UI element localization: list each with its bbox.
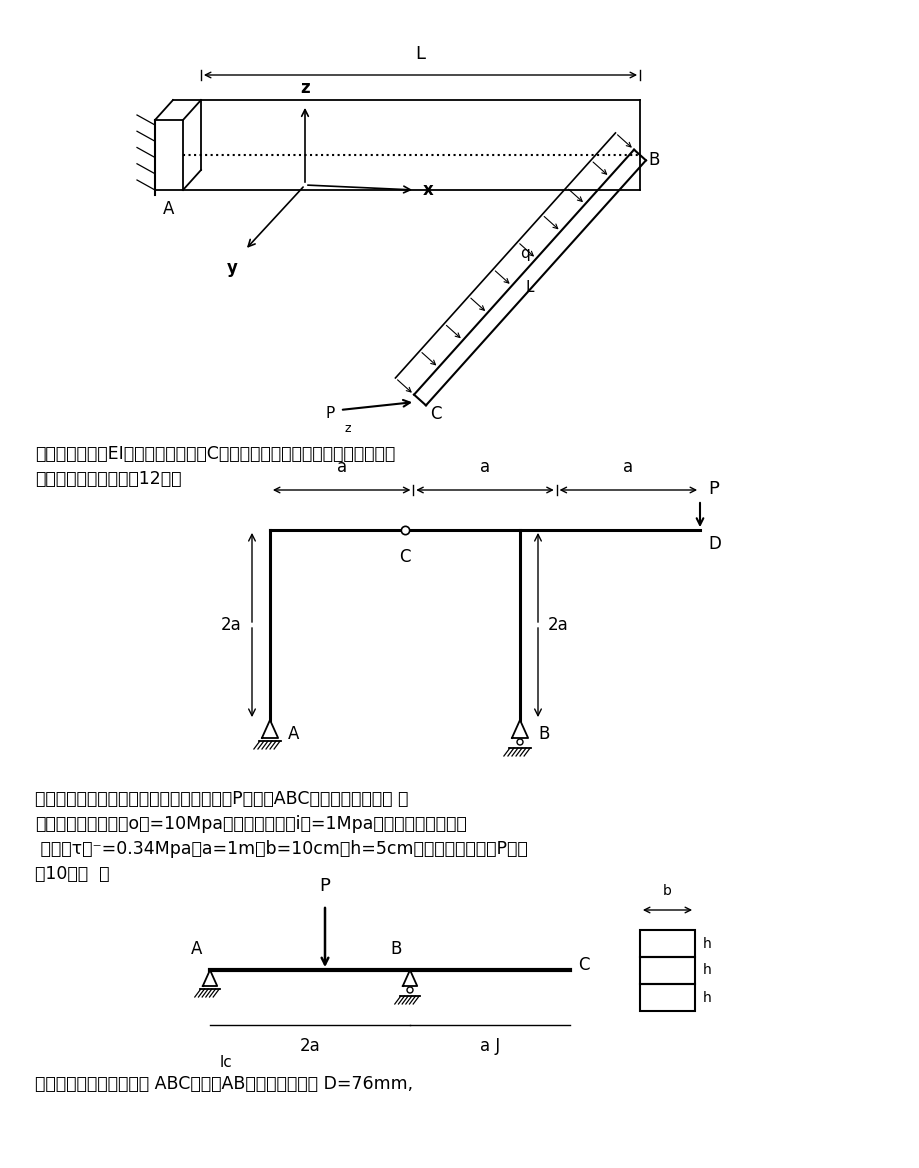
Text: b: b bbox=[663, 884, 671, 898]
Text: 五、图示钢架，EI为常数，试求铰链C左右两截面的相对转角（不计轴力及剪: 五、图示钢架，EI为常数，试求铰链C左右两截面的相对转角（不计轴力及剪 bbox=[35, 445, 395, 463]
Text: 六、图示梁由三块等厚木板胶合而成，载荷P可以在ABC梁上移动。已知板 的: 六、图示梁由三块等厚木板胶合而成，载荷P可以在ABC梁上移动。已知板 的 bbox=[35, 790, 408, 808]
Text: C: C bbox=[429, 405, 441, 423]
Text: P: P bbox=[319, 877, 330, 895]
Text: （10分）  胶: （10分） 胶 bbox=[35, 865, 109, 883]
Text: P: P bbox=[708, 480, 718, 498]
Text: A: A bbox=[164, 200, 175, 218]
Text: a J: a J bbox=[480, 1037, 500, 1055]
Text: lc: lc bbox=[220, 1055, 233, 1070]
Text: 力对变形的影响）。（12分）: 力对变形的影响）。（12分） bbox=[35, 470, 181, 488]
Text: 七、图示一转臂起重机架 ABC，其中AB为空心圆截面杆 D=76mm,: 七、图示一转臂起重机架 ABC，其中AB为空心圆截面杆 D=76mm, bbox=[35, 1075, 413, 1093]
Text: 2a: 2a bbox=[300, 1037, 320, 1055]
Bar bbox=[640, 930, 694, 957]
Text: z: z bbox=[300, 79, 310, 97]
Text: a: a bbox=[336, 458, 346, 477]
Text: L: L bbox=[525, 280, 533, 296]
Text: q: q bbox=[519, 246, 529, 262]
Text: z: z bbox=[345, 422, 351, 434]
Text: 应力（τ）⁻=0.34Mpa，a=1m，b=10cm，h=5cm，试求许可荷载【P】。: 应力（τ）⁻=0.34Mpa，a=1m，b=10cm，h=5cm，试求许可荷载【… bbox=[35, 840, 528, 858]
Text: 许用弯曲正应力为【o】=10Mpa，许用剪应力【i】=1Mpa，胶合面上的许用剪: 许用弯曲正应力为【o】=10Mpa，许用剪应力【i】=1Mpa，胶合面上的许用剪 bbox=[35, 815, 466, 833]
Bar bbox=[640, 957, 694, 983]
Text: a: a bbox=[480, 458, 490, 477]
Text: P: P bbox=[325, 405, 335, 420]
Text: B: B bbox=[647, 151, 659, 169]
Text: 2a: 2a bbox=[221, 616, 242, 634]
Text: y: y bbox=[227, 259, 238, 277]
Text: h: h bbox=[702, 937, 711, 951]
Bar bbox=[640, 983, 694, 1011]
Text: C: C bbox=[577, 955, 589, 974]
Text: 2a: 2a bbox=[548, 616, 568, 634]
Text: a: a bbox=[622, 458, 632, 477]
Text: D: D bbox=[708, 535, 720, 552]
Text: B: B bbox=[391, 940, 402, 958]
Text: x: x bbox=[423, 181, 433, 199]
Text: A: A bbox=[190, 940, 202, 958]
Text: B: B bbox=[538, 725, 549, 743]
Text: h: h bbox=[702, 990, 711, 1004]
Text: A: A bbox=[288, 725, 299, 743]
Text: C: C bbox=[399, 548, 410, 566]
Text: h: h bbox=[702, 964, 711, 978]
Text: L: L bbox=[415, 46, 425, 63]
